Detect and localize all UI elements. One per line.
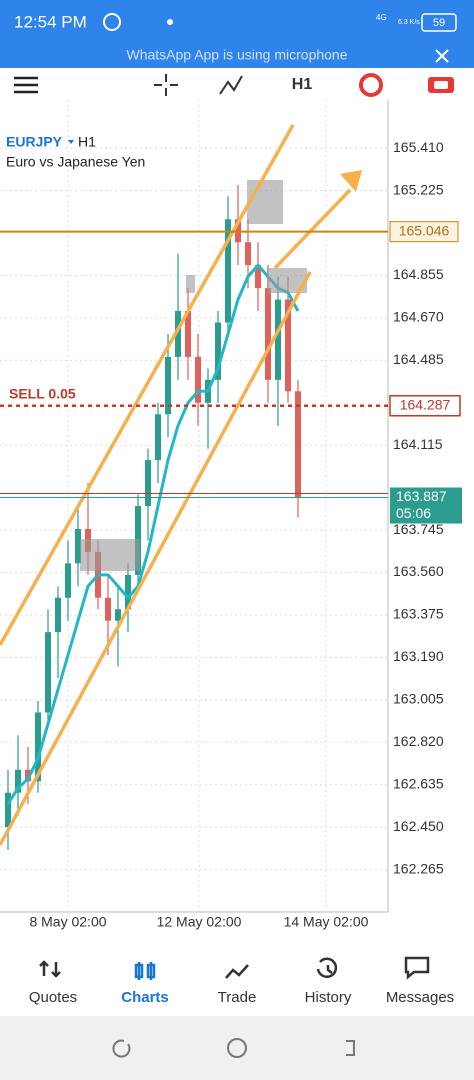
arrow-line [273,188,352,270]
bid-price: 163.887 [396,488,447,504]
y-tick-label: 163.005 [393,691,444,707]
drawings [0,124,362,846]
candle-body [115,609,121,621]
y-tick-label: 164.115 [393,436,443,452]
menu-button[interactable] [14,76,38,94]
system-nav [0,1016,474,1080]
y-tick-label: 162.635 [393,775,444,791]
candle-body [175,311,181,357]
mic-notice[interactable]: WhatsApp App is using microphone [126,47,347,63]
x-tick-label: 14 May 02:00 [284,914,369,930]
candle-body [75,528,81,564]
candle-body [185,311,191,357]
countdown: 05:06 [396,505,431,521]
channel-line [0,271,312,846]
candle-body [245,242,251,266]
candle-body [15,769,21,793]
channel-line [0,124,295,646]
candle-body [295,391,301,498]
symbol-dropdown[interactable] [68,140,74,144]
nav-icon[interactable] [404,956,430,980]
candle-body [65,563,71,598]
nav-label[interactable]: Quotes [29,989,77,1006]
y-tick-label: 164.670 [393,309,444,325]
candle-body [215,322,221,380]
zone [186,275,195,293]
arrow-head [340,170,362,192]
chart-timeframe: H1 [78,134,96,150]
indicators-button[interactable] [219,75,243,95]
x-tick-label: 12 May 02:00 [157,914,242,930]
candle-body [125,574,131,610]
battery [421,13,457,32]
y-tick-label: 164.485 [393,351,444,367]
candle-body [165,356,171,415]
level-label: 165.046 [399,222,450,238]
y-tick-label: 163.745 [393,521,444,537]
moving-average [6,262,300,805]
order-price: 164.287 [400,396,451,412]
zone [247,180,283,224]
home-button[interactable] [227,1038,247,1058]
candle-body [285,299,291,392]
nav-label[interactable]: Trade [218,989,257,1006]
candle-body [275,299,281,380]
objects-button[interactable] [359,73,383,97]
candle-body [155,414,161,461]
close-notice[interactable] [435,49,449,63]
zone [80,539,140,571]
nav-label[interactable]: Charts [121,989,169,1006]
level-tag [389,221,459,243]
y-tick-label: 162.450 [393,818,444,834]
whatsapp-icon [103,13,121,31]
battery-level: 59 [433,17,445,29]
candle-body [265,288,271,380]
y-tick-label: 162.820 [393,733,444,749]
y-tick-label: 163.560 [393,563,444,579]
recents-button[interactable] [112,1039,131,1058]
y-tick-label: 165.225 [393,181,444,197]
bottom-nav [0,940,474,1016]
candle-body [55,597,61,633]
candle-body [45,632,51,713]
nav-label[interactable]: History [305,989,352,1006]
trade-icon [434,81,448,89]
back-button[interactable] [346,1040,355,1056]
nav-label[interactable]: Messages [386,989,454,1006]
candle-body [225,219,231,323]
candle-body [105,597,111,621]
nav-icon[interactable] [225,964,249,979]
nav-icon[interactable] [134,962,156,980]
chart: 165.410 165.225 164.855 164.670 164.485 164.1… [0,100,444,930]
candle-body [5,792,11,828]
y-tick-label: 165.410 [393,139,444,155]
order-label[interactable]: SELL 0.05 [9,385,76,401]
symbol[interactable]: EURJPY [6,134,63,150]
timeframe-button[interactable]: H1 [292,76,313,93]
candle-body [195,356,201,403]
order-tag [389,395,461,417]
dot-icon [167,19,173,25]
y-tick-label: 164.855 [393,266,444,282]
bid-tag [390,487,462,524]
speed: 6.3 K/s [398,19,420,26]
nav-icon[interactable] [39,960,61,978]
nav-icon[interactable] [316,957,338,978]
x-tick-label: 8 May 02:00 [29,914,106,930]
y-tick-label: 163.375 [393,606,444,622]
y-tick-label: 162.265 [393,860,444,876]
status-bar [0,0,474,68]
candle-body [145,460,151,506]
clock: 12:54 PM [14,12,87,31]
candle-body [35,712,41,782]
candle-body [255,265,261,289]
y-tick-label: 163.190 [393,648,444,664]
symbol-description: Euro vs Japanese Yen [6,154,145,170]
crosshair-button[interactable] [154,74,178,96]
network: 4G [376,13,387,22]
